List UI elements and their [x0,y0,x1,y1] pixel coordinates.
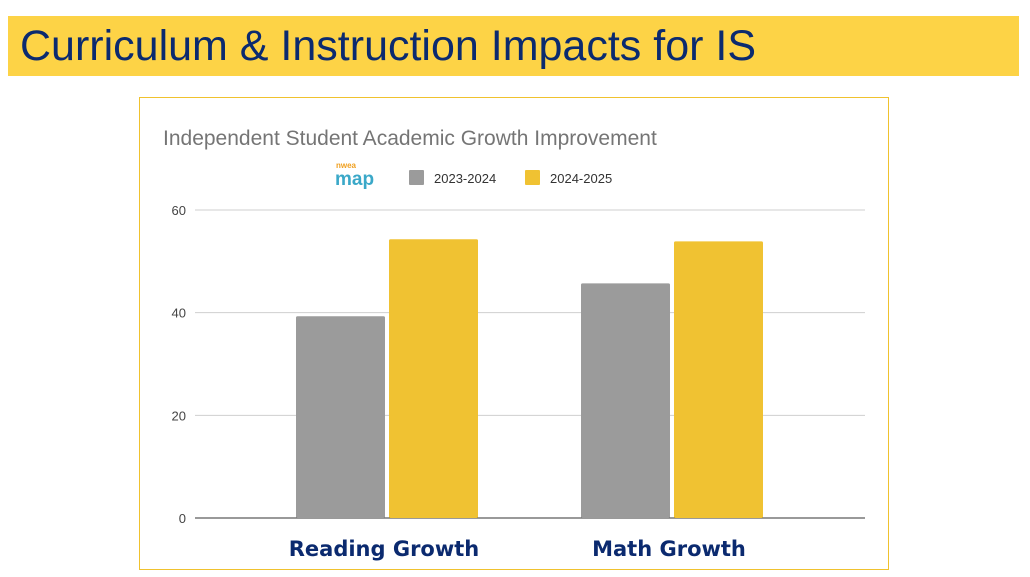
bar-2023-2024-math-growth [581,283,670,518]
legend-swatch [409,170,424,185]
y-tick-label: 40 [172,306,186,321]
legend-label: 2024-2025 [550,171,612,186]
title-banner [8,16,1019,76]
bar-2024-2025-math-growth [674,241,763,518]
bar-2023-2024-reading-growth [296,316,385,518]
x-category-label: Math Growth [592,537,746,561]
slide-title: Curriculum & Instruction Impacts for IS [20,22,756,70]
legend-swatch [525,170,540,185]
chart-frame [139,97,889,570]
legend-label: 2023-2024 [434,171,496,186]
x-category-label: Reading Growth [289,537,480,561]
y-tick-label: 20 [172,408,186,423]
y-tick-label: 0 [179,511,186,526]
svg-text:nwea: nwea [336,161,357,170]
y-tick-label: 60 [172,203,186,218]
bar-2024-2025-reading-growth [389,239,478,518]
svg-text:map: map [335,169,374,190]
chart-title: Independent Student Academic Growth Impr… [163,127,657,150]
nwea-map-logo: nwea map [335,161,374,190]
